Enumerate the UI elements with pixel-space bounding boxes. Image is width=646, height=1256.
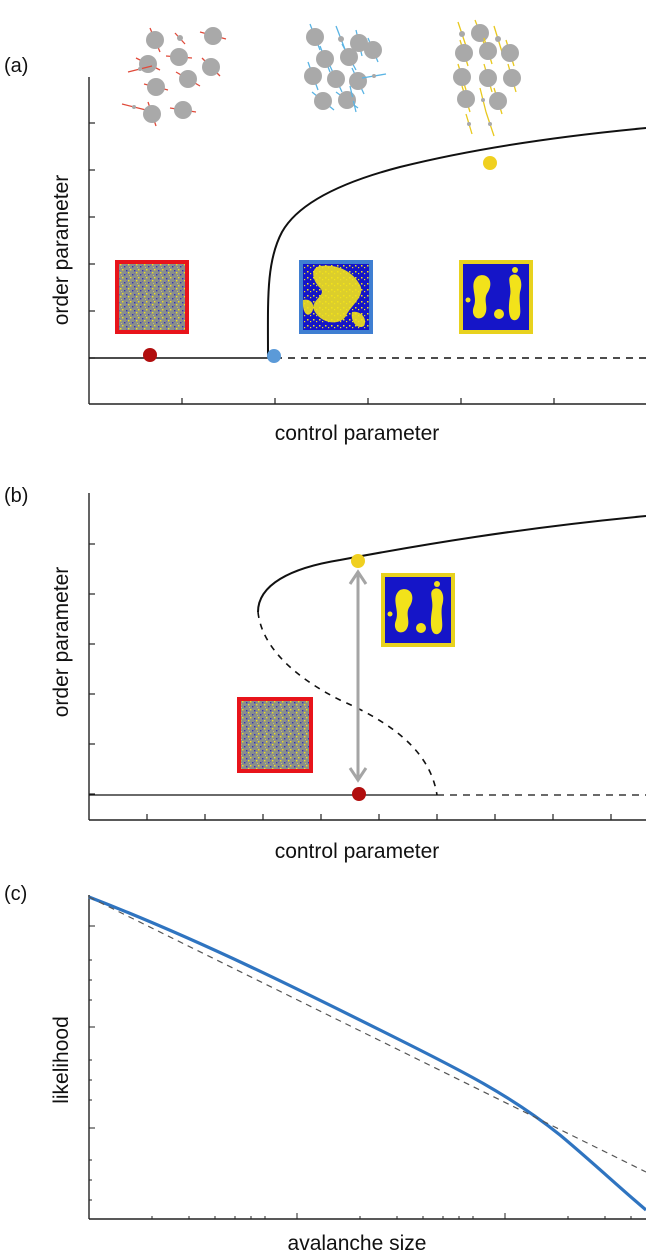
panel-b-inset-noise (237, 697, 313, 773)
panel-b-xlabel: control parameter (275, 840, 440, 863)
panel-b: (b) control parameter order parameter (4, 485, 646, 863)
panel-a-red-state-marker (143, 348, 157, 362)
panel-c-ticks (89, 925, 632, 1219)
panel-a: (a) control parameter order parameter (4, 19, 646, 445)
panel-a-ordered-branch (266, 127, 646, 359)
panel-a-ylabel: order parameter (50, 175, 73, 326)
panel-c-ylabel: likelihood (50, 1016, 73, 1104)
panel-b-yellow-state-marker (351, 554, 365, 568)
panel-c-powerlaw-fit (88, 896, 646, 1173)
panel-a-particles-critical (304, 23, 387, 113)
panel-b-tag: (b) (4, 485, 28, 507)
panel-a-xlabel: control parameter (275, 422, 440, 445)
panel-b-upper-branch (257, 515, 646, 613)
panel-a-particles-disordered (121, 27, 227, 127)
panel-b-ticks (89, 543, 612, 820)
panel-a-tag: (a) (4, 55, 28, 77)
panel-a-blue-state-marker (267, 349, 281, 363)
panel-b-jump-arrow (348, 569, 368, 783)
panel-b-red-state-marker (352, 787, 366, 801)
panel-b-ylabel: order parameter (50, 567, 73, 718)
panel-a-inset-noise (115, 260, 189, 334)
panel-a-inset-blobs (459, 260, 533, 334)
panel-c: (c) avalanche size likelihood (4, 883, 646, 1255)
panel-b-unstable-branch (257, 611, 438, 796)
panel-a-ticks (89, 122, 555, 404)
panel-c-tag: (c) (4, 883, 27, 905)
panel-c-xlabel: avalanche size (288, 1232, 427, 1255)
panel-a-particles-ordered (453, 19, 521, 137)
panel-c-data-curve (88, 895, 646, 1212)
panel-a-yellow-state-marker (483, 156, 497, 170)
panel-a-inset-clusters (299, 260, 373, 334)
panel-b-inset-blobs (381, 573, 455, 647)
